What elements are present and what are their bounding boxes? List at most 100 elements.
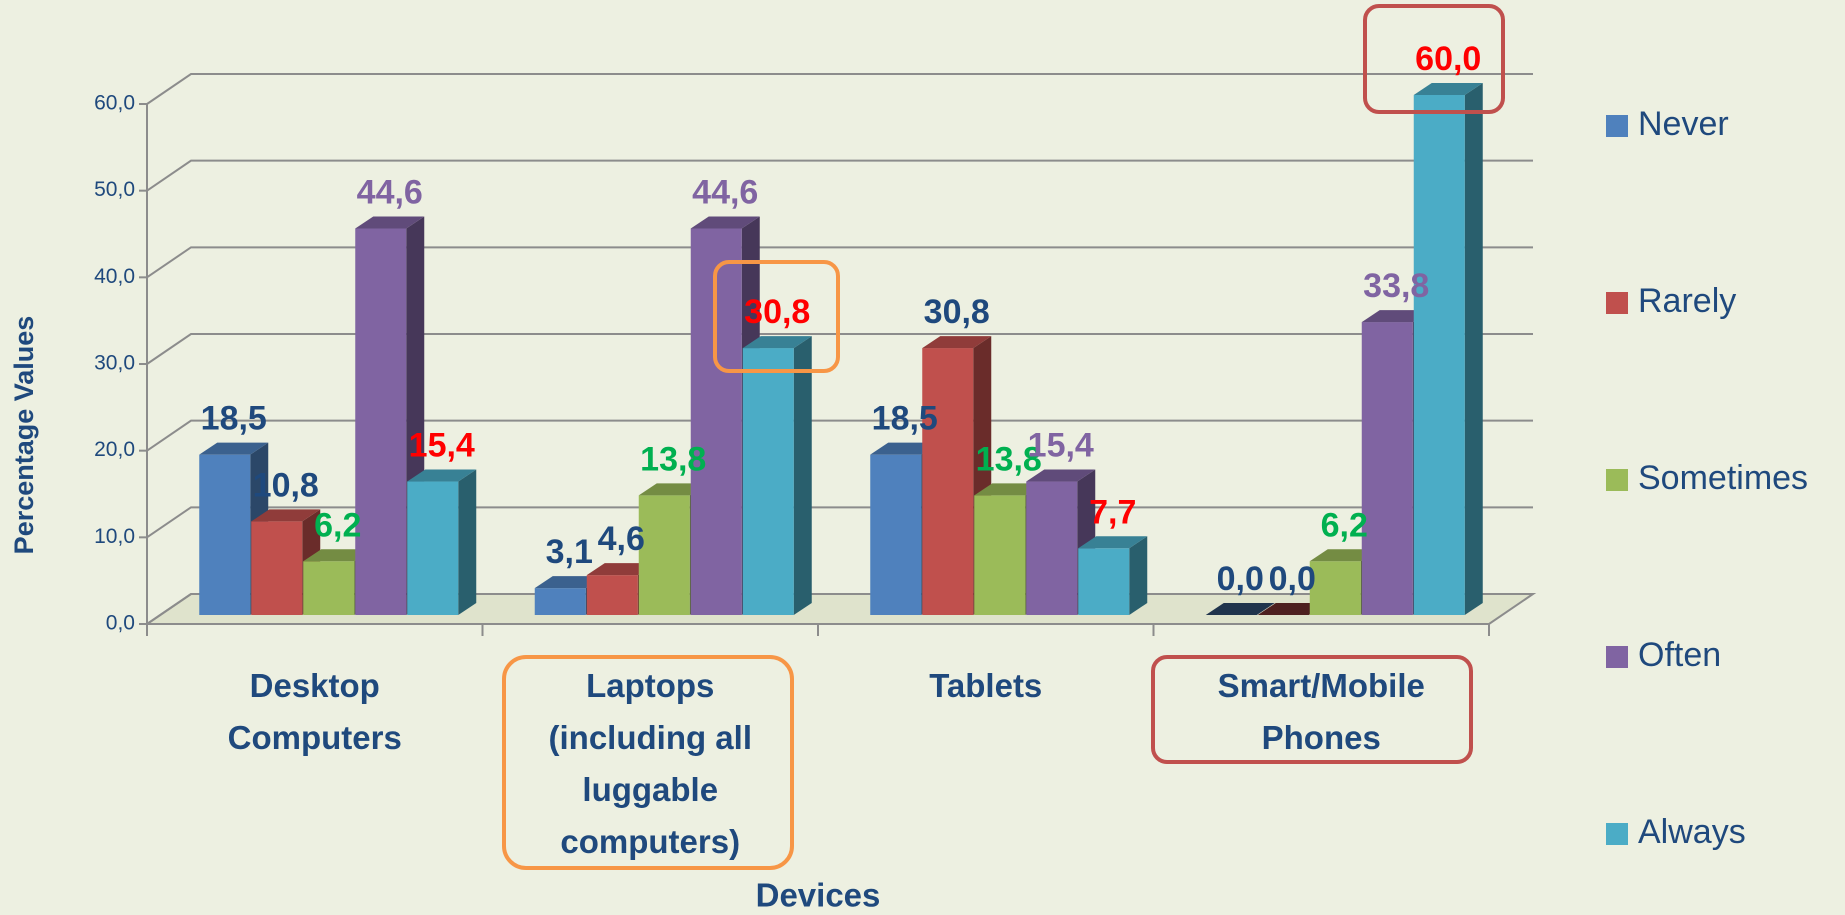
bar	[1413, 83, 1483, 615]
bar-top	[742, 336, 812, 349]
grid-line	[146, 419, 1533, 452]
x-tick-label: Laptops (including all luggable computer…	[548, 667, 753, 860]
y-axis-title: Percentage Values	[9, 316, 39, 555]
bar-top	[1309, 549, 1379, 562]
value-label: 13,8	[976, 440, 1042, 478]
bar-front	[199, 454, 251, 615]
bar	[355, 216, 425, 615]
value-label: 0,0	[1269, 560, 1316, 598]
grid-line	[146, 333, 1533, 365]
value-label: 60,0	[1415, 40, 1481, 78]
bar-top	[303, 549, 373, 562]
bar-top	[1078, 536, 1148, 549]
legend-swatch	[1606, 469, 1628, 491]
value-label: 0,0	[1217, 560, 1264, 598]
y-tick-label: 60,0	[94, 92, 135, 115]
legend-label: Always	[1638, 813, 1746, 851]
bar-front	[251, 521, 303, 615]
bar	[1078, 536, 1148, 615]
value-label: 33,8	[1363, 267, 1429, 305]
bar-side	[1464, 83, 1483, 615]
bar-top	[690, 216, 760, 229]
bar-top	[1413, 83, 1483, 95]
value-label: 30,8	[924, 293, 990, 331]
x-axis-title: Devices	[756, 877, 881, 914]
y-tick-label: 30,0	[94, 352, 135, 375]
bar-front	[1413, 95, 1465, 615]
bar-top	[407, 469, 477, 482]
value-label: 13,8	[640, 440, 706, 478]
bar-front	[534, 588, 586, 615]
bar-top	[355, 216, 425, 229]
bar-front	[407, 481, 459, 615]
bar-top	[1361, 310, 1431, 323]
bar	[199, 442, 269, 615]
legend-label: Never	[1638, 105, 1729, 143]
bar-top	[1257, 603, 1327, 615]
value-label: 30,8	[744, 293, 810, 331]
bar-front	[1361, 322, 1413, 615]
bar-front	[303, 561, 355, 615]
bar-top	[638, 483, 708, 496]
bar-top	[199, 442, 269, 455]
bar-front	[1309, 561, 1361, 615]
y-tick-label: 50,0	[94, 178, 135, 201]
bar-front	[742, 348, 794, 615]
bar-front	[870, 454, 922, 615]
bar-top	[870, 442, 940, 455]
bar-top	[534, 576, 604, 589]
grid-line	[146, 73, 1533, 105]
bar-side	[1129, 536, 1148, 615]
bar-side	[793, 336, 812, 615]
bar-top	[974, 483, 1044, 496]
value-label: 18,5	[201, 400, 267, 438]
legend-swatch	[1606, 823, 1628, 845]
highlight-box	[713, 260, 840, 373]
bar-front	[586, 575, 638, 615]
x-tick-label: Desktop Computers	[227, 667, 402, 756]
legend-label: Rarely	[1638, 282, 1736, 320]
legend-label: Often	[1638, 636, 1721, 674]
bar-top	[922, 336, 992, 349]
value-label: 44,6	[692, 173, 758, 211]
legend-label: Sometimes	[1638, 459, 1808, 497]
bar-top	[586, 563, 656, 576]
bar	[407, 469, 477, 615]
bar-side	[458, 469, 477, 615]
value-label: 15,4	[409, 427, 475, 465]
value-label: 18,5	[872, 400, 938, 438]
value-label: 4,6	[598, 520, 645, 558]
value-label: 3,1	[546, 533, 593, 571]
bar-front	[638, 495, 690, 615]
highlight-box	[502, 655, 794, 870]
legend-swatch	[1606, 292, 1628, 314]
highlight-box	[1363, 4, 1505, 114]
grid-line	[146, 246, 1533, 279]
bar-top	[1026, 469, 1096, 482]
x-tick-label: Smart/Mobile Phones	[1217, 667, 1425, 756]
bar	[1205, 603, 1275, 615]
bar	[742, 336, 812, 615]
y-tick-label: 0,0	[106, 612, 135, 635]
bar-front	[1078, 548, 1130, 615]
value-label: 10,8	[253, 466, 319, 504]
bar	[1257, 603, 1327, 615]
bar-front	[355, 228, 407, 615]
bar-top	[1205, 603, 1275, 615]
x-tick-label: Tablets	[929, 667, 1043, 704]
value-label: 44,6	[357, 173, 423, 211]
bar-top	[251, 509, 321, 522]
value-label: 6,2	[1321, 506, 1368, 544]
y-tick-label: 20,0	[94, 438, 135, 461]
y-tick-label: 40,0	[94, 265, 135, 288]
bar-front	[1026, 481, 1078, 615]
y-tick-label: 10,0	[94, 525, 135, 548]
legend-swatch	[1606, 115, 1628, 137]
value-label: 6,2	[314, 506, 361, 544]
bar-front	[974, 495, 1026, 615]
legend-swatch	[1606, 646, 1628, 668]
value-label: 15,4	[1028, 427, 1094, 465]
bar-front	[922, 348, 974, 615]
